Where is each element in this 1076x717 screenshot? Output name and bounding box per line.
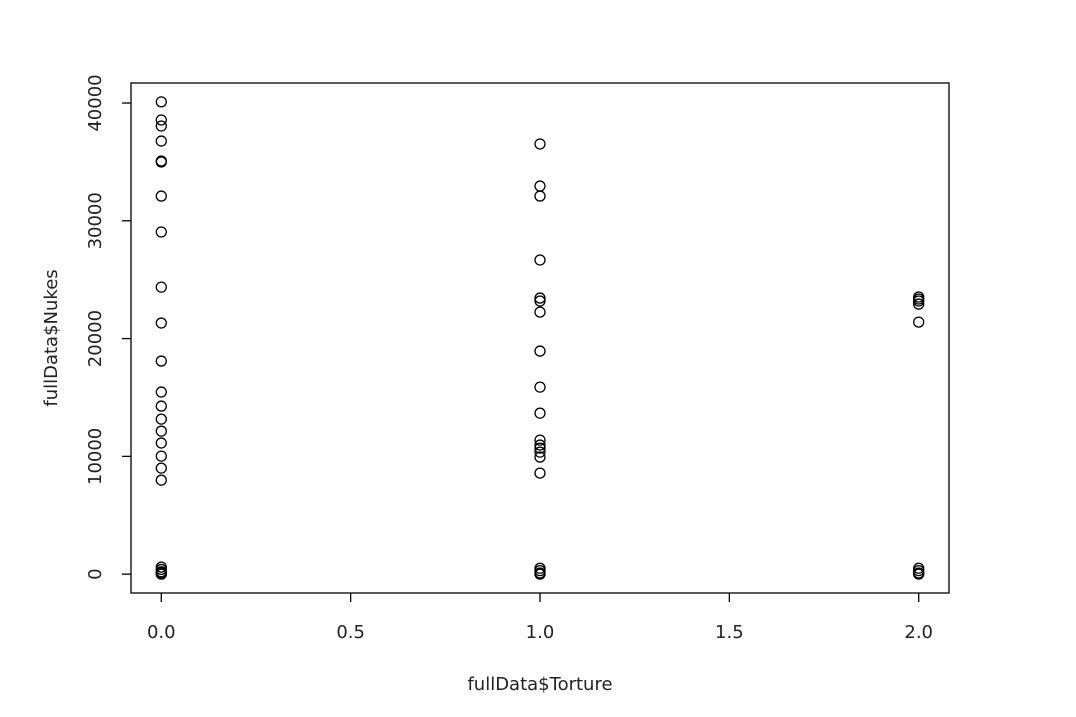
point — [155, 437, 167, 449]
x-tick-label: 1.5 — [715, 622, 744, 643]
point — [155, 281, 167, 293]
y-axis-label: fullData$Nukes — [41, 269, 62, 406]
point — [155, 190, 167, 202]
point — [155, 114, 167, 126]
point — [534, 190, 546, 202]
point — [534, 381, 546, 393]
point — [155, 425, 167, 437]
y-tick-label: 20000 — [85, 310, 106, 367]
plot-frame — [130, 82, 950, 594]
point — [534, 439, 546, 451]
point — [155, 120, 167, 132]
point — [534, 345, 546, 357]
point — [534, 254, 546, 266]
point — [534, 446, 546, 458]
point — [534, 407, 546, 419]
point — [534, 434, 546, 446]
point — [534, 467, 546, 479]
point — [155, 462, 167, 474]
y-tick-label: 10000 — [85, 428, 106, 485]
point — [155, 355, 167, 367]
point — [913, 298, 925, 310]
point — [155, 450, 167, 462]
point — [534, 568, 546, 580]
point — [155, 135, 167, 147]
x-axis-label: fullData$Torture — [467, 674, 612, 695]
point — [534, 138, 546, 150]
point — [155, 96, 167, 108]
point — [155, 386, 167, 398]
point — [913, 295, 925, 307]
point — [155, 413, 167, 425]
point — [155, 156, 167, 168]
y-tick-label: 30000 — [85, 192, 106, 249]
point — [155, 474, 167, 486]
point — [534, 451, 546, 463]
point — [155, 568, 167, 580]
point — [534, 180, 546, 192]
point — [913, 568, 925, 580]
point — [534, 306, 546, 318]
point — [155, 226, 167, 238]
x-tick-label: 1.0 — [526, 622, 555, 643]
point — [534, 295, 546, 307]
point — [155, 400, 167, 412]
point — [155, 317, 167, 329]
point — [534, 292, 546, 304]
x-tick-label: 0.5 — [336, 622, 365, 643]
point — [913, 316, 925, 328]
x-tick-label: 0.0 — [147, 622, 176, 643]
y-tick-label: 40000 — [85, 74, 106, 131]
x-tick-label: 2.0 — [904, 622, 933, 643]
point — [534, 442, 546, 454]
y-tick-label: 0 — [85, 568, 106, 579]
